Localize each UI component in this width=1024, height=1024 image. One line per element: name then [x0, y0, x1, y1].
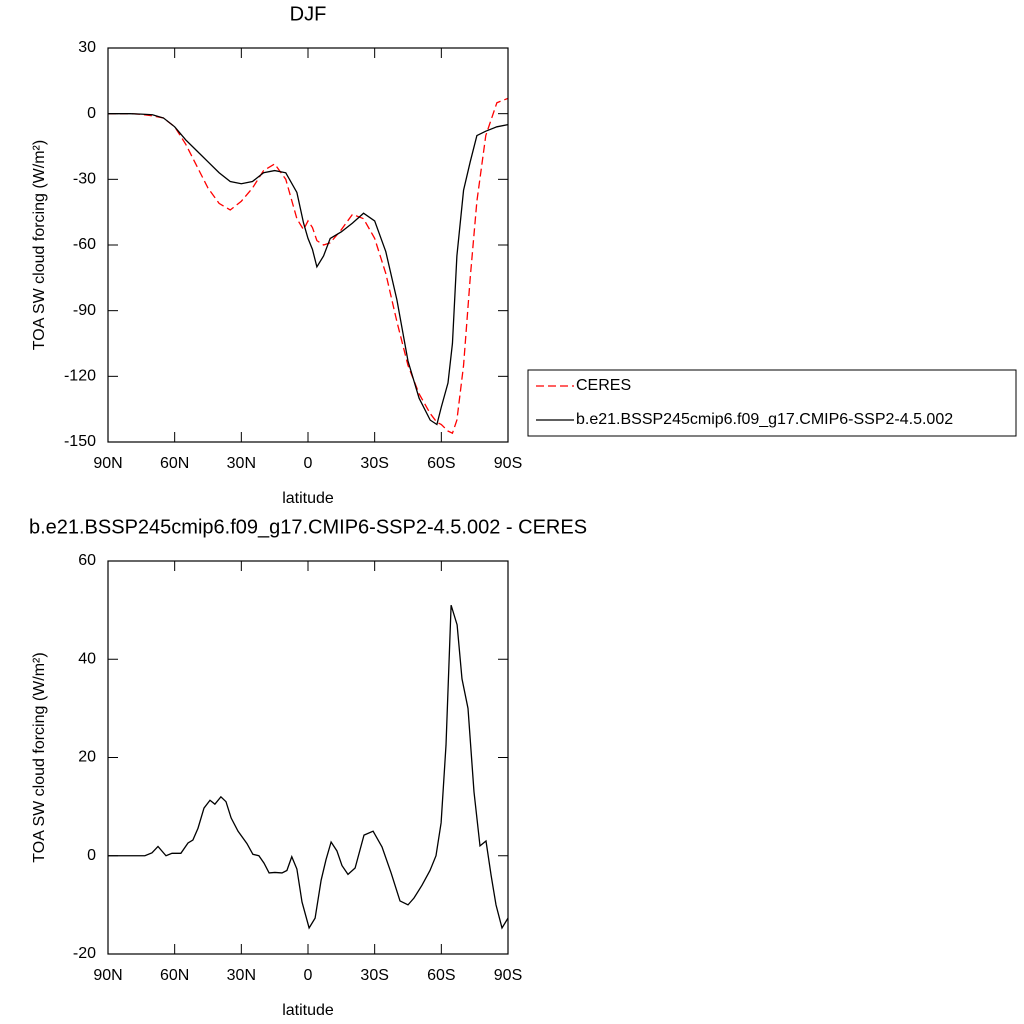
- legend-label: b.e21.BSSP245cmip6.f09_g17.CMIP6-SSP2-4.…: [576, 411, 953, 428]
- y-axis-title: TOA SW cloud forcing (W/m²): [31, 140, 48, 350]
- x-tick-label: 90N: [93, 455, 122, 472]
- plot-frame: [107, 47, 509, 443]
- y-tick-label: -30: [73, 171, 96, 188]
- y-tick-label: 60: [78, 552, 96, 569]
- x-tick-label: 0: [304, 967, 313, 984]
- x-tick-label: 30S: [360, 455, 388, 472]
- legend: CERES b.e21.BSSP245cmip6.f09_g17.CMIP6-SS…: [527, 369, 1017, 437]
- x-tick-label: 60N: [160, 967, 189, 984]
- x-tick-label: 90S: [494, 967, 522, 984]
- y-axis-title: TOA SW cloud forcing (W/m²): [31, 652, 48, 862]
- plot-frame: [107, 560, 509, 955]
- chart-title: b.e21.BSSP245cmip6.f09_g17.CMIP6-SSP2-4.…: [29, 516, 587, 538]
- legend-label: CERES: [576, 377, 631, 394]
- x-tick-label: 90S: [494, 455, 522, 472]
- y-tick-label: 0: [87, 105, 96, 122]
- x-tick-label: 30N: [227, 967, 256, 984]
- x-tick-label: 60S: [427, 455, 455, 472]
- x-tick-label: 60S: [427, 967, 455, 984]
- x-tick-label: 30S: [360, 967, 388, 984]
- x-tick-label: 0: [304, 455, 313, 472]
- x-tick-label: 90N: [93, 967, 122, 984]
- y-tick-label: 40: [78, 650, 96, 667]
- y-tick-label: 0: [87, 847, 96, 864]
- data-line: [108, 113, 509, 426]
- x-axis-title: latitude: [282, 490, 334, 507]
- y-tick-label: -120: [64, 368, 96, 385]
- y-tick-label: 20: [78, 749, 96, 766]
- x-axis-title: latitude: [282, 1002, 334, 1019]
- data-line: [108, 605, 509, 930]
- y-tick-label: -20: [73, 945, 96, 962]
- chart-title: DJF: [290, 3, 327, 25]
- x-tick-label: 30N: [227, 455, 256, 472]
- y-tick-label: 30: [78, 39, 96, 56]
- y-tick-label: -150: [64, 433, 96, 450]
- x-tick-label: 60N: [160, 455, 189, 472]
- y-tick-label: -60: [73, 236, 96, 253]
- legend-box: [527, 369, 1017, 437]
- data-line: [108, 97, 509, 435]
- y-tick-label: -90: [73, 302, 96, 319]
